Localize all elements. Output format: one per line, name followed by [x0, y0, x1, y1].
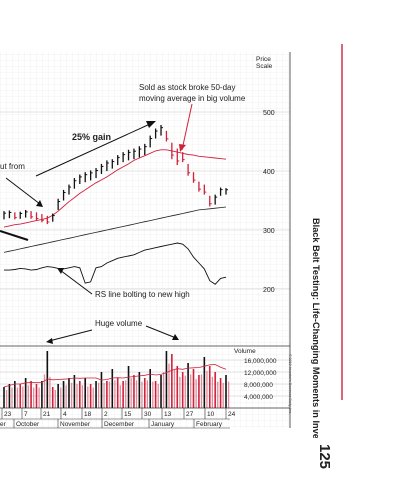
volume-tick-label: 12,000,000 — [244, 370, 277, 377]
x-day-label: 30 — [144, 411, 152, 418]
gain-arrow-head — [146, 121, 156, 128]
breakout-annotation: ut from — [0, 162, 25, 171]
long-moving-average-line — [3, 206, 227, 253]
x-day-label: 2 — [104, 411, 108, 418]
fifty-day-ma-path — [3, 149, 227, 228]
x-axis-labels: 23 7 21 4 18 2 15 30 13 27 10 24 er October November De… — [0, 408, 236, 428]
x-month-label: November — [60, 421, 91, 428]
long-ma-path — [3, 206, 227, 253]
sold-annotation-line1: Sold as stock broke 50-day — [139, 83, 236, 92]
x-day-label: 13 — [164, 411, 172, 418]
price-scale-label: Price — [256, 56, 271, 63]
x-day-label: 27 — [186, 411, 194, 418]
x-month-label: October — [16, 421, 40, 428]
chart-grid — [0, 52, 290, 428]
rs-annotation: RS line bolting to new high — [95, 290, 190, 299]
page-number: 125 — [316, 444, 333, 469]
sold-annotation-line2: moving average in big volume — [139, 94, 246, 103]
gain-annotation: 25% gain — [72, 132, 111, 142]
axis-tick-labels: 500 400 300 200 16,000,000 12,000,000 8,000,00… — [244, 110, 277, 401]
page-number-text: 125 — [316, 444, 333, 469]
major-gridlines — [0, 111, 290, 397]
base-trend-line — [0, 230, 29, 241]
price-tick-label: 500 — [263, 110, 275, 117]
volume-axis-label: Volume — [234, 348, 256, 355]
x-day-label: 21 — [43, 411, 51, 418]
sold-arrow — [181, 103, 193, 151]
x-day-label: 24 — [228, 411, 236, 418]
volume-average-line — [3, 364, 227, 388]
rs-line-path — [4, 242, 227, 285]
price-tick-label: 300 — [263, 228, 275, 235]
volume-arrow-right — [145, 325, 177, 339]
rs-arrow — [59, 269, 93, 295]
copyright: © 2010 Investor's Business Daily, Inc. — [288, 354, 292, 414]
rs-line — [4, 242, 227, 285]
x-month-label: er — [0, 421, 7, 428]
x-day-label: 23 — [4, 411, 12, 418]
x-month-label: December — [104, 421, 135, 428]
x-day-label: 15 — [124, 411, 132, 418]
rs-arrow-head — [57, 268, 64, 274]
running-head-text: Black Belt Testing: Life-Changing Moment… — [311, 218, 321, 438]
volume-arrow-left — [48, 329, 93, 342]
sold-arrow-head — [179, 144, 186, 152]
volume-tick-label: 4,000,000 — [244, 394, 273, 401]
price-scale-label-2: Scale — [256, 63, 273, 70]
breakout-arrow-head — [36, 200, 43, 207]
volume-annotation: Huge volume — [95, 319, 143, 328]
running-head: Black Belt Testing: Life-Changing Moment… — [311, 218, 321, 438]
gain-arrow — [35, 123, 151, 177]
x-day-label: 7 — [24, 411, 28, 418]
x-month-label: January — [151, 421, 175, 428]
price-bars — [3, 124, 228, 225]
fifty-day-moving-average-line — [3, 149, 227, 228]
volume-arrow-left-head — [46, 338, 53, 344]
copyright-text: © 2010 Investor's Business Daily, Inc. — [288, 354, 292, 414]
x-day-label: 18 — [84, 411, 92, 418]
volume-tick-label: 8,000,000 — [244, 382, 273, 389]
x-day-label: 4 — [63, 411, 67, 418]
price-tick-label: 400 — [263, 169, 275, 176]
volume-bars — [3, 351, 230, 408]
breakout-arrow — [5, 177, 41, 205]
x-month-label: February — [196, 421, 223, 428]
volume-arrow-right-head — [172, 334, 179, 340]
x-day-label: 10 — [207, 411, 215, 418]
volume-average-path — [3, 364, 227, 388]
price-tick-label: 200 — [263, 287, 275, 294]
volume-tick-label: 16,000,000 — [244, 358, 277, 365]
